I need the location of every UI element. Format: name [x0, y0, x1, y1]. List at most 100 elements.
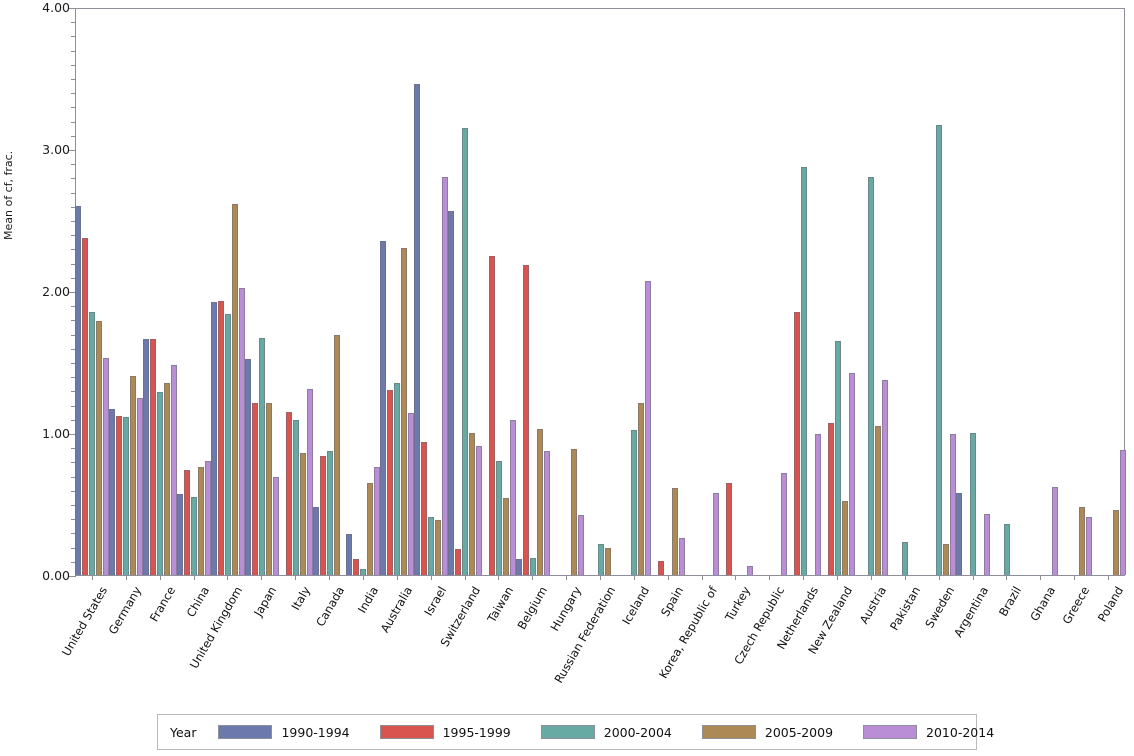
bar[interactable]: [848, 373, 855, 575]
bar[interactable]: [210, 302, 217, 575]
bar[interactable]: [875, 425, 882, 575]
legend-item[interactable]: 2010-2014: [863, 725, 994, 740]
bar[interactable]: [1112, 509, 1119, 575]
bar[interactable]: [171, 364, 178, 575]
bar[interactable]: [109, 408, 116, 575]
bar[interactable]: [103, 357, 110, 575]
bar[interactable]: [292, 420, 299, 575]
bar[interactable]: [394, 383, 401, 575]
bar[interactable]: [970, 433, 977, 575]
bar[interactable]: [137, 397, 144, 575]
bar[interactable]: [658, 560, 665, 575]
bar[interactable]: [251, 403, 258, 575]
bar[interactable]: [353, 559, 360, 575]
bar[interactable]: [380, 241, 387, 575]
bar[interactable]: [89, 312, 96, 575]
bar[interactable]: [725, 482, 732, 575]
bar[interactable]: [956, 492, 963, 575]
bar[interactable]: [231, 204, 238, 575]
bar[interactable]: [502, 498, 509, 575]
bar[interactable]: [238, 288, 245, 575]
bar[interactable]: [645, 281, 652, 575]
bar[interactable]: [326, 451, 333, 575]
bar[interactable]: [265, 403, 272, 575]
bar[interactable]: [455, 549, 462, 575]
bar[interactable]: [868, 177, 875, 575]
bar[interactable]: [346, 533, 353, 575]
bar[interactable]: [442, 177, 449, 575]
bar[interactable]: [408, 413, 415, 575]
bar[interactable]: [943, 543, 950, 575]
bar[interactable]: [902, 542, 909, 575]
bar[interactable]: [827, 423, 834, 575]
bar[interactable]: [157, 391, 164, 575]
bar[interactable]: [984, 513, 991, 575]
bar[interactable]: [184, 469, 191, 575]
bar[interactable]: [435, 519, 442, 575]
bar[interactable]: [515, 559, 522, 575]
bar[interactable]: [469, 433, 476, 575]
bar[interactable]: [793, 312, 800, 575]
bar[interactable]: [570, 448, 577, 575]
bar[interactable]: [244, 359, 251, 575]
bar[interactable]: [841, 501, 848, 575]
legend-item[interactable]: 2005-2009: [701, 725, 833, 740]
bar[interactable]: [177, 494, 184, 575]
bar[interactable]: [713, 492, 720, 575]
bar[interactable]: [75, 205, 82, 575]
bar[interactable]: [387, 390, 394, 575]
legend-item[interactable]: 2000-2004: [540, 725, 672, 740]
bar[interactable]: [1051, 486, 1058, 575]
bar[interactable]: [800, 167, 807, 575]
bar[interactable]: [191, 496, 198, 575]
bar[interactable]: [96, 320, 103, 575]
legend-item[interactable]: 1995-1999: [379, 725, 511, 740]
bar[interactable]: [123, 417, 130, 575]
bar[interactable]: [834, 340, 841, 575]
bar[interactable]: [143, 339, 150, 575]
bar[interactable]: [401, 248, 408, 575]
bar[interactable]: [164, 383, 171, 575]
bar[interactable]: [319, 455, 326, 575]
bar[interactable]: [333, 335, 340, 575]
bar[interactable]: [679, 538, 686, 575]
bar[interactable]: [299, 452, 306, 575]
bar[interactable]: [1003, 523, 1010, 575]
bar[interactable]: [367, 482, 374, 575]
bar[interactable]: [522, 265, 529, 575]
bar[interactable]: [631, 430, 638, 575]
bar[interactable]: [950, 434, 957, 575]
bar[interactable]: [495, 461, 502, 575]
bar[interactable]: [205, 461, 212, 575]
bar[interactable]: [529, 557, 536, 575]
bar[interactable]: [488, 255, 495, 575]
bar[interactable]: [509, 420, 516, 575]
bar[interactable]: [414, 83, 421, 575]
bar[interactable]: [780, 472, 787, 575]
bar[interactable]: [746, 566, 753, 575]
bar[interactable]: [374, 467, 381, 575]
bar[interactable]: [577, 515, 584, 575]
bar[interactable]: [130, 376, 137, 575]
bar[interactable]: [462, 127, 469, 575]
bar[interactable]: [448, 211, 455, 575]
bar[interactable]: [421, 441, 428, 575]
bar[interactable]: [306, 388, 313, 575]
bar[interactable]: [272, 477, 279, 575]
bar[interactable]: [258, 337, 265, 575]
bar[interactable]: [1078, 506, 1085, 575]
bar[interactable]: [536, 428, 543, 575]
bar[interactable]: [1085, 516, 1092, 575]
bar[interactable]: [360, 569, 367, 575]
bar[interactable]: [224, 313, 231, 575]
bar[interactable]: [217, 300, 224, 575]
bar[interactable]: [597, 543, 604, 575]
bar[interactable]: [814, 434, 821, 575]
bar[interactable]: [936, 124, 943, 575]
bar[interactable]: [198, 467, 205, 575]
bar[interactable]: [1119, 450, 1126, 575]
bar[interactable]: [543, 451, 550, 575]
bar[interactable]: [882, 380, 889, 575]
legend-item[interactable]: 1990-1994: [218, 725, 350, 740]
bar[interactable]: [285, 411, 292, 575]
